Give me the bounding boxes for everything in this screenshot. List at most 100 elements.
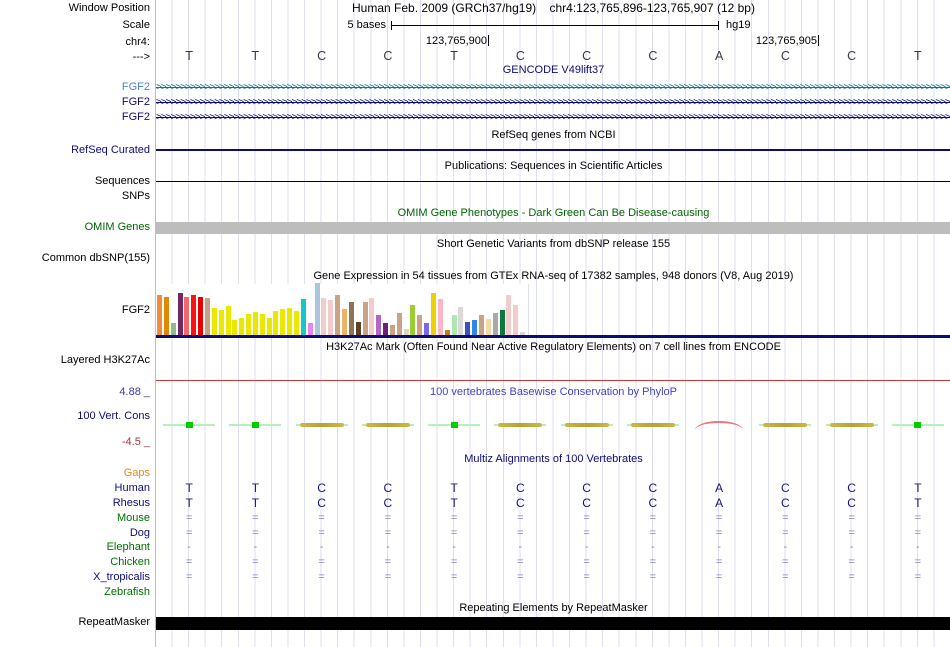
refseq-curated-item[interactable] (156, 149, 950, 151)
gtex-tissue-bar[interactable] (389, 325, 395, 335)
gtex-tissue-bar[interactable] (211, 308, 217, 335)
gtex-tissue-bar[interactable] (485, 319, 491, 335)
gtex-tissue-bar[interactable] (335, 295, 341, 335)
track-label-100-vert-cons[interactable]: 100 Vert. Cons (77, 410, 150, 422)
gtex-tissue-bar[interactable] (157, 295, 162, 335)
gtex-tissue-bar[interactable] (204, 298, 210, 335)
phylop-score-arc[interactable] (695, 421, 744, 430)
repeatmasker-item[interactable] (156, 617, 950, 630)
phylop-score-dot[interactable] (450, 422, 458, 428)
gtex-tissue-bar[interactable] (444, 330, 450, 335)
track-label-fgf2-1[interactable]: FGF2 (121, 81, 150, 93)
multiz-cell-chicken: = (782, 556, 789, 568)
gtex-tissue-bar[interactable] (328, 300, 334, 335)
gtex-tissue-bar[interactable] (266, 318, 272, 335)
gtex-tissue-bar[interactable] (287, 308, 293, 335)
gtex-tissue-bar[interactable] (198, 297, 204, 335)
track-label-x-tropicalis[interactable]: X_tropicalis (93, 571, 150, 583)
gtex-tissue-bar[interactable] (273, 311, 279, 335)
gtex-tissue-bar[interactable] (403, 329, 409, 335)
gencode-transcript-arrows[interactable]: >>>>>>>>>>>>>>>>>>>>>>>>>>>>>>>>>>>>>>>>… (156, 82, 950, 93)
phylop-score-bar[interactable] (299, 423, 344, 427)
publications-sequences-item[interactable] (156, 181, 950, 182)
gtex-tissue-bar[interactable] (246, 314, 252, 335)
track-label-human[interactable]: Human (114, 482, 150, 494)
gtex-tissue-bar[interactable] (321, 298, 327, 335)
gencode-transcript-arrows[interactable]: >>>>>>>>>>>>>>>>>>>>>>>>>>>>>>>>>>>>>>>>… (156, 112, 950, 123)
gtex-tissue-bar[interactable] (424, 323, 430, 335)
gtex-tissue-bar[interactable] (294, 311, 299, 335)
h3k27ac-baseline[interactable] (156, 380, 950, 381)
phylop-score-bar[interactable] (829, 423, 874, 427)
gtex-tissue-bar[interactable] (513, 305, 519, 335)
gtex-tissue-bar[interactable] (184, 297, 190, 335)
gtex-tissue-bar[interactable] (163, 297, 169, 335)
track-label-omim-genes[interactable]: OMIM Genes (84, 221, 150, 233)
gtex-tissue-bar[interactable] (417, 315, 423, 335)
gtex-tissue-bar[interactable] (252, 312, 258, 335)
multiz-cell-chicken: = (185, 556, 193, 568)
track-label-repeatmasker[interactable]: RepeatMasker (78, 616, 150, 628)
gtex-tissue-bar[interactable] (362, 302, 368, 335)
track-label-mouse[interactable]: Mouse (116, 512, 150, 524)
phylop-score-dot[interactable] (251, 422, 259, 428)
gencode-transcript-arrows[interactable]: >>>>>>>>>>>>>>>>>>>>>>>>>>>>>>>>>>>>>>>>… (156, 97, 950, 108)
gtex-tissue-bar[interactable] (437, 299, 443, 335)
gtex-tissue-bar[interactable] (431, 293, 436, 335)
track-label-zebrafish[interactable]: Zebrafish (104, 586, 150, 598)
gtex-tissue-bar[interactable] (410, 305, 416, 335)
gtex-tissue-bar[interactable] (458, 307, 464, 335)
track-label-fgf2-2[interactable]: FGF2 (121, 96, 150, 108)
phylop-score-bar[interactable] (630, 423, 675, 427)
gtex-tissue-bar[interactable] (369, 298, 375, 335)
gtex-expression-chart[interactable] (156, 283, 529, 335)
gtex-tissue-bar[interactable] (499, 310, 505, 335)
phylop-score-bar[interactable] (498, 423, 543, 427)
gtex-tissue-bar[interactable] (218, 310, 224, 335)
gtex-tissue-bar[interactable] (341, 309, 347, 335)
omim-gene-item[interactable] (156, 222, 950, 234)
gtex-tissue-bar[interactable] (300, 299, 306, 335)
track-label-elephant[interactable]: Elephant (106, 541, 150, 553)
multiz-cell-human: T (185, 481, 193, 495)
track-label-common-dbsnp[interactable]: Common dbSNP(155) (41, 252, 150, 264)
gtex-tissue-bar[interactable] (478, 315, 484, 335)
phylop-score-dot[interactable] (914, 422, 922, 428)
gtex-tissue-bar[interactable] (451, 315, 457, 335)
phylop-score-bar[interactable] (365, 423, 410, 427)
gtex-tissue-bar[interactable] (280, 309, 286, 335)
gtex-tissue-bar[interactable] (259, 314, 265, 335)
track-label-refseq-curated[interactable]: RefSeq Curated (71, 144, 150, 156)
gtex-tissue-bar[interactable] (314, 283, 320, 335)
track-label-chicken[interactable]: Chicken (110, 556, 150, 568)
gtex-tissue-bar[interactable] (506, 295, 512, 335)
track-drawing-area[interactable]: Human Feb. 2009 (GRCh37/hg19) chr4:123,7… (155, 0, 950, 647)
gtex-tissue-bar[interactable] (307, 323, 313, 335)
track-label-rhesus[interactable]: Rhesus (112, 497, 150, 509)
gtex-tissue-bar[interactable] (170, 323, 176, 335)
gtex-tissue-bar[interactable] (376, 315, 382, 335)
gtex-tissue-bar[interactable] (465, 322, 471, 335)
gtex-tissue-bar[interactable] (177, 293, 183, 335)
gtex-tissue-bar[interactable] (492, 313, 498, 335)
track-label-layered-h3k27ac[interactable]: Layered H3K27Ac (60, 354, 150, 366)
gtex-tissue-bar[interactable] (383, 323, 389, 335)
track-label-dog[interactable]: Dog (129, 527, 150, 539)
gtex-tissue-bar[interactable] (348, 302, 354, 335)
gtex-tissue-bar[interactable] (232, 320, 238, 335)
track-label-fgf2-3[interactable]: FGF2 (121, 111, 150, 123)
phylop-score-dot[interactable] (185, 422, 193, 428)
track-label-gtex-gene[interactable]: FGF2 (121, 304, 150, 316)
gtex-tissue-bar[interactable] (520, 332, 526, 335)
gtex-tissue-bar[interactable] (239, 318, 245, 335)
gtex-tissue-bar[interactable] (396, 313, 402, 335)
track-label-gaps[interactable]: Gaps (123, 467, 150, 479)
gtex-tissue-bar[interactable] (472, 320, 478, 335)
gtex-tissue-bar[interactable] (191, 295, 197, 335)
gtex-tissue-bar[interactable] (355, 322, 361, 335)
track-label-sequences[interactable]: Sequences (94, 175, 150, 187)
phylop-score-bar[interactable] (763, 423, 808, 427)
gtex-tissue-bar[interactable] (225, 306, 231, 335)
phylop-score-bar[interactable] (564, 423, 609, 427)
track-label-snps[interactable]: SNPs (121, 190, 150, 202)
